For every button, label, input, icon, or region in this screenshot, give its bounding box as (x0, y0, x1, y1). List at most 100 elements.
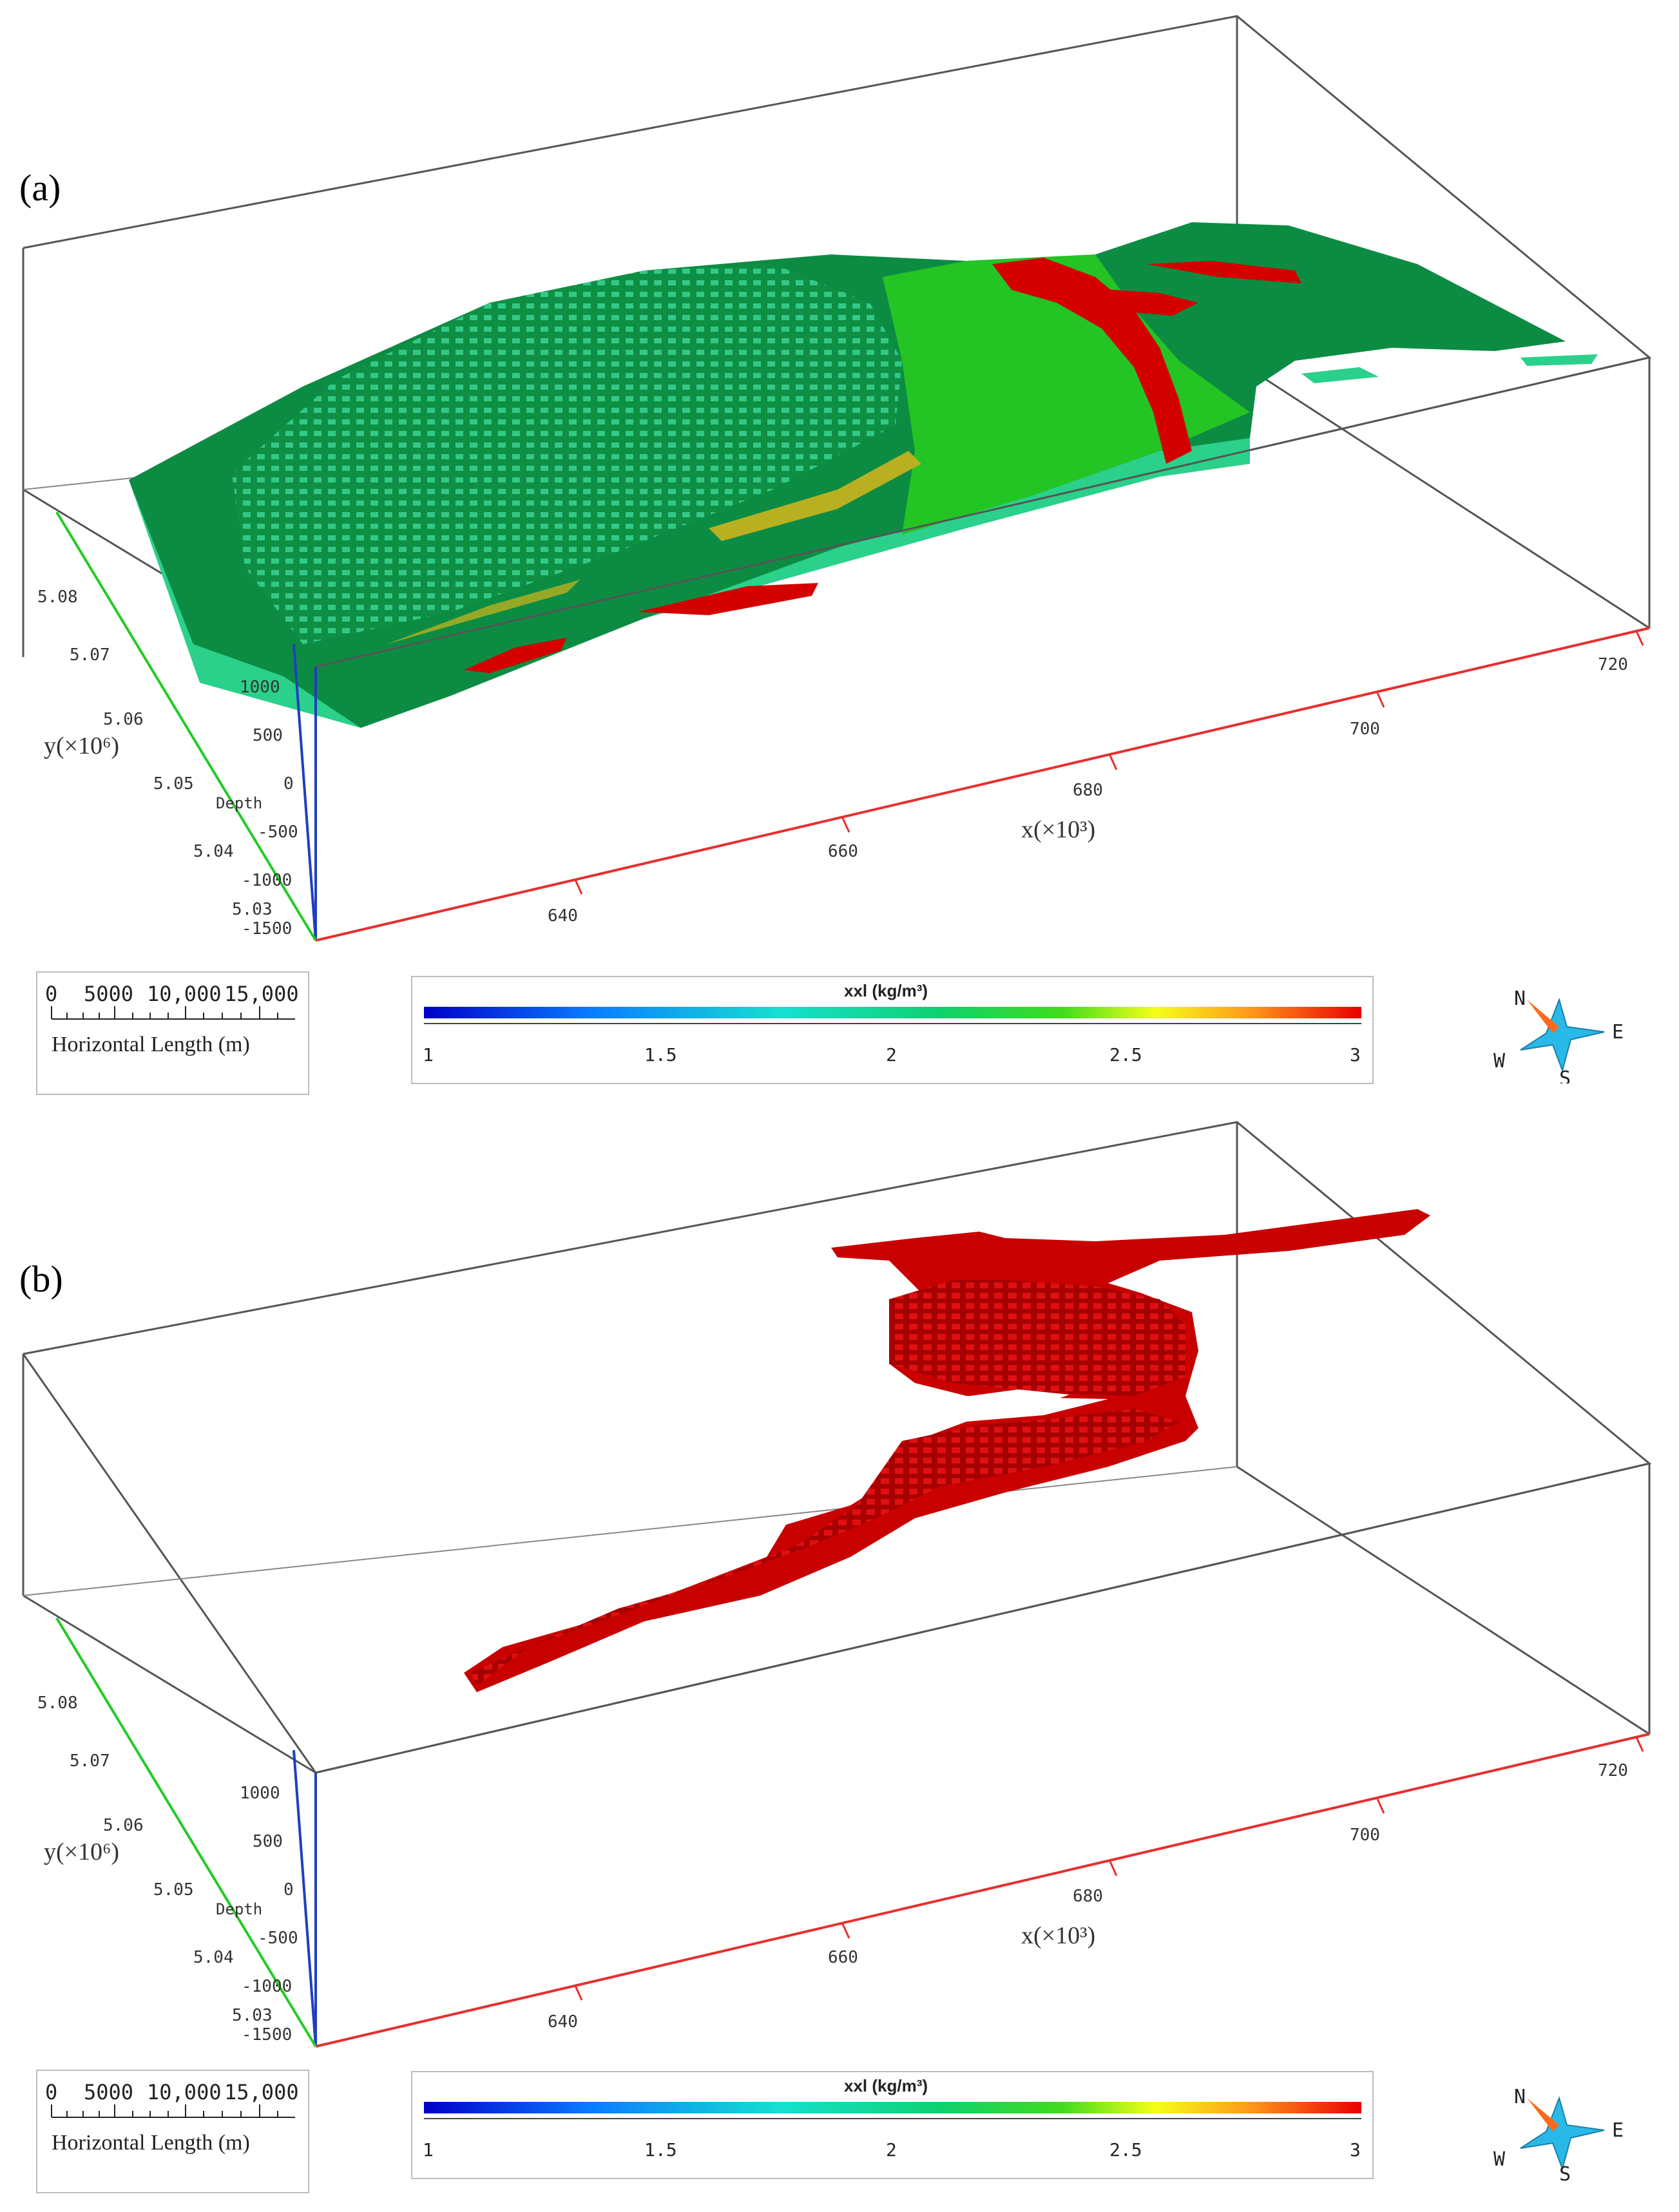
body-red-lower-2 (464, 638, 567, 673)
box-front-top-edge (315, 1462, 1650, 1774)
y-tick-label: 5.05 (153, 1880, 194, 1900)
colorbar-title: xxl (kg/m³) (844, 981, 928, 1000)
x-axis-label: x(×10³) (1021, 816, 1095, 843)
colorbar-gradient (424, 1007, 1361, 1018)
panel-label: (b) (19, 1258, 63, 1300)
z-axis-label: Depth (216, 794, 262, 812)
body-red-branch (1070, 287, 1198, 316)
y-tick-label: 5.03 (232, 900, 273, 919)
scalebar-label: Horizontal Length (m) (52, 2131, 250, 2155)
y-ticks: 5.08 5.07 5.06 5.05 5.04 5.03 (37, 1693, 273, 2025)
z-tick-label: -1000 (242, 871, 292, 890)
y-tick-label: 5.04 (193, 842, 234, 861)
y-tick-label: 5.05 (153, 774, 194, 794)
density-model-body-b (464, 1209, 1430, 1692)
x-tick-label: 700 (1350, 1826, 1380, 1845)
z-tick-label: 0 (283, 1880, 294, 1900)
z-tick-label: 1000 (240, 1784, 280, 1803)
colorbar-tick-label: 1.5 (644, 1044, 677, 1065)
body-terraced-highland (232, 264, 902, 644)
scalebar-tick-label: 10,000 (147, 982, 222, 1006)
colorbar-tick-label: 1 (423, 2139, 434, 2160)
z-tick-label: -1500 (242, 919, 292, 939)
scale-bar: 0 5000 10,000 15,000 Horizontal Length (… (36, 971, 309, 1095)
x-axis (315, 1733, 1650, 2048)
x-tick-label: 720 (1598, 655, 1628, 674)
colorbar-tick-label: 1 (423, 1044, 434, 1065)
scalebar-tick-label: 15,000 (224, 982, 299, 1006)
z-ticks: 1000 500 0 -500 -1000 -1500 (240, 678, 298, 939)
y-axis-label: y(×10⁶) (44, 1838, 119, 1865)
compass-w: W (1493, 2148, 1506, 2171)
scene-3d-a: 640 660 680 700 720 x(×10³) 5.08 5.07 5.… (22, 15, 1652, 942)
compass-star (1520, 2095, 1605, 2171)
colorbar-gradient (424, 2102, 1361, 2113)
compass-e: E (1612, 2119, 1624, 2142)
box-inner-bottom-left (23, 1594, 316, 1774)
scalebar-tick-label: 5000 (84, 982, 133, 1006)
scalebar-label: Horizontal Length (m) (52, 1033, 250, 1056)
y-tick-label: 5.03 (232, 2006, 273, 2025)
x-tick-label: 640 (548, 906, 578, 926)
x-tick-label: 680 (1073, 781, 1103, 800)
compass-s: S (1559, 2163, 1571, 2182)
colorbar-tick-label: 2.5 (1109, 1044, 1142, 1065)
z-axis (293, 1750, 317, 2047)
box-inner-diagonal (23, 1466, 1238, 1596)
box-front-top-edge (315, 356, 1650, 668)
z-tick-label: -1500 (242, 2025, 292, 2045)
z-tick-label: -500 (258, 1929, 298, 1948)
body-island-1 (1301, 367, 1379, 383)
y-tick-label: 5.07 (70, 645, 110, 665)
body-red-lower-1 (638, 583, 818, 615)
colorbar-tick-label: 2 (886, 2139, 897, 2160)
z-axis (293, 644, 317, 941)
z-tick-label: 500 (253, 1832, 283, 1851)
scalebar-tick-label: 0 (45, 2080, 57, 2104)
density-model-body-a (129, 222, 1598, 728)
colorbar-tick-label: 1.5 (644, 2139, 677, 2160)
x-tick-label: 660 (828, 842, 858, 861)
compass-rose: N E W S (1475, 987, 1636, 1090)
box-inner-bottom-back (1236, 359, 1650, 629)
x-tick-label: 640 (548, 2012, 578, 2032)
box-inner-bottom-back (1236, 1465, 1650, 1735)
compass-rose: N E W S (1475, 2085, 1636, 2186)
colorbar-tick-label: 2.5 (1109, 2139, 1142, 2160)
body-bright-green-valley (883, 254, 1250, 535)
colorbar-tick-label: 2 (886, 1044, 897, 1065)
red-body-hole (947, 1389, 1070, 1414)
y-tick-label: 5.06 (103, 710, 144, 729)
y-axis (55, 1617, 317, 2048)
north-needle (1527, 1000, 1559, 1033)
compass-s: S (1559, 1067, 1571, 1083)
z-tick-label: 500 (253, 726, 283, 745)
compass-n: N (1514, 2086, 1526, 2108)
panel-b: 640 660 680 700 720 x(×10³) 5.08 5.07 5.… (0, 1106, 1679, 2212)
color-bar: xxl (kg/m³) 1 1.5 2 2.5 3 (411, 2071, 1374, 2179)
compass-w: W (1493, 1050, 1506, 1073)
scene-3d-b: 640 660 680 700 720 x(×10³) 5.08 5.07 5.… (22, 1121, 1652, 2048)
z-tick-label: 1000 (240, 678, 280, 697)
z-tick-label: -1000 (242, 1977, 292, 1996)
y-axis-label: y(×10⁶) (44, 732, 119, 759)
red-body-voxel-channel (470, 1409, 1179, 1686)
x-ticks: 640 660 680 700 720 (548, 631, 1644, 926)
body-red-northeast (1147, 261, 1301, 283)
body-yellow-band (709, 451, 921, 541)
colorbar-title: xxl (kg/m³) (844, 2076, 928, 2095)
y-axis (55, 511, 317, 942)
y-tick-label: 5.07 (70, 1751, 110, 1771)
scalebar-tick-label: 15,000 (224, 2080, 299, 2104)
y-tick-label: 5.08 (37, 587, 78, 607)
x-tick-label: 680 (1073, 1887, 1103, 1906)
colorbar-tick-label: 3 (1350, 1044, 1361, 1065)
scalebar-tick-label: 10,000 (147, 2080, 222, 2104)
y-tick-label: 5.06 (103, 1816, 144, 1835)
y-tick-label: 5.08 (37, 1693, 78, 1713)
north-needle (1527, 2098, 1559, 2131)
scalebar-tick-label: 0 (45, 982, 57, 1006)
y-ticks: 5.08 5.07 5.06 5.05 5.04 5.03 (37, 587, 273, 919)
x-tick-label: 700 (1350, 720, 1380, 739)
panel-label: (a) (19, 167, 61, 209)
